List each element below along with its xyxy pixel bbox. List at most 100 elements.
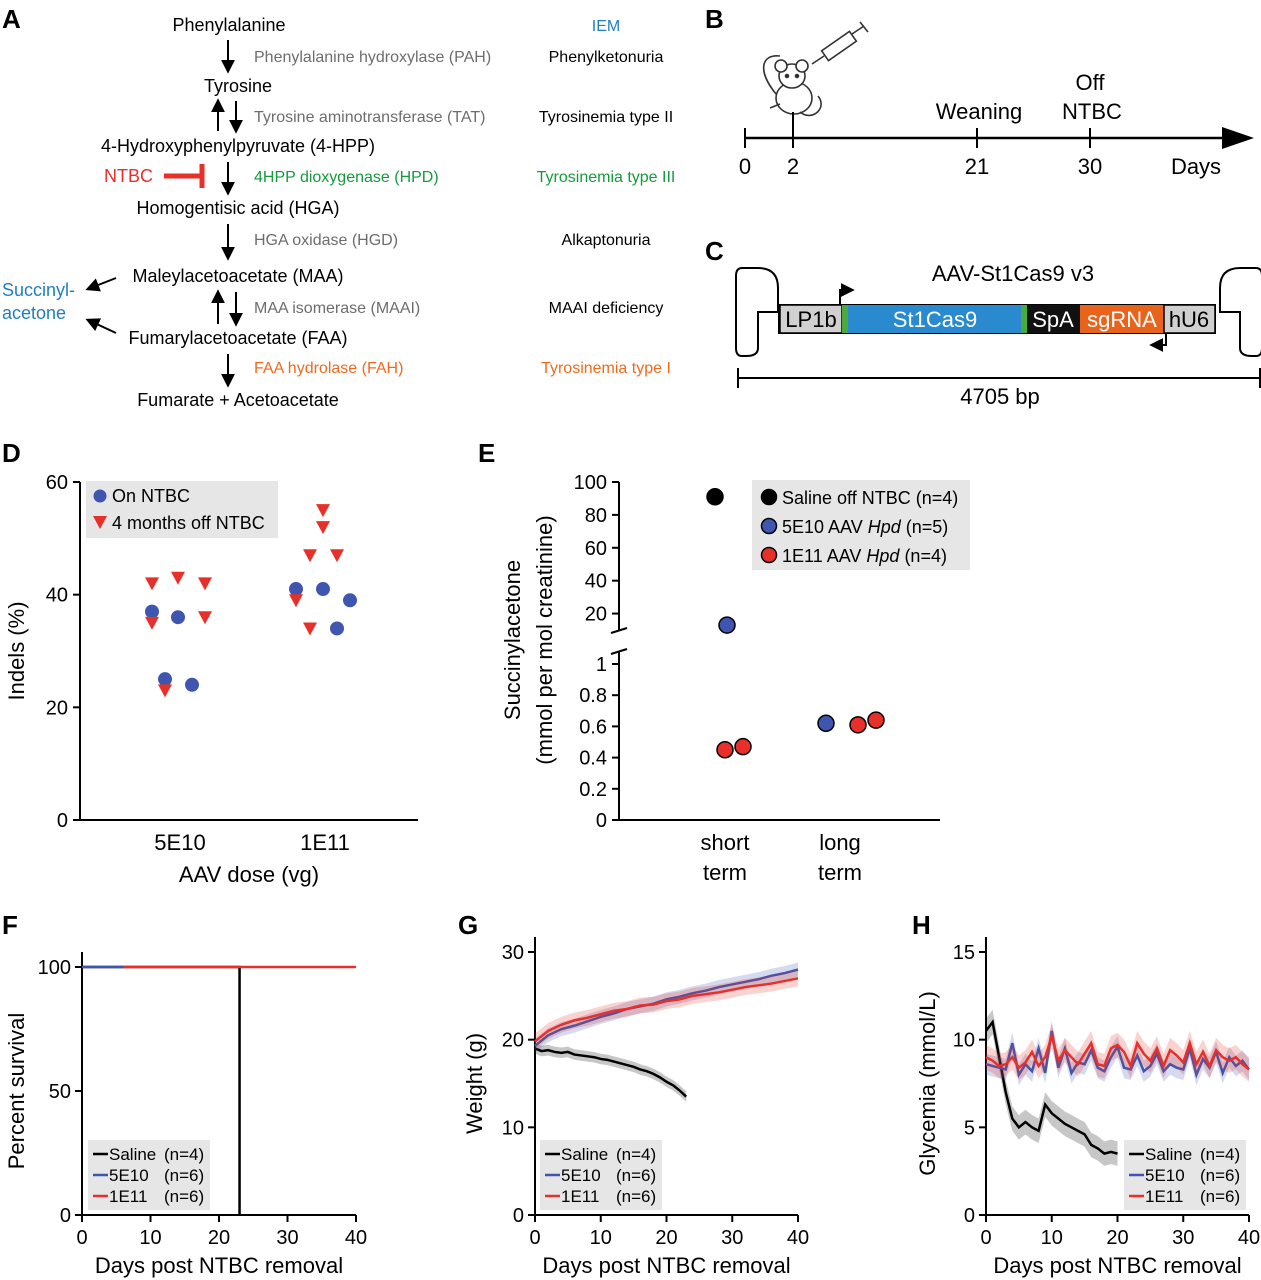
chart-e-xtick-label: long xyxy=(819,830,861,855)
chart-e-legend-1e11: 1E11 AAV Hpd (n=4) xyxy=(782,546,947,566)
chart-g-xtick-label: 40 xyxy=(787,1227,809,1249)
panel-label-h: H xyxy=(912,910,931,940)
chart-d-point-on-ntbc xyxy=(145,604,159,619)
succinylacetone-label-1: Succinyl- xyxy=(2,280,75,300)
syringe-icon xyxy=(811,21,869,65)
chart-h-xtick-label: 0 xyxy=(980,1227,991,1249)
chart-e-legend-marker-1e11 xyxy=(760,546,778,564)
chart-e-legend-marker-5e10 xyxy=(760,517,778,535)
chart-d-point-on-ntbc xyxy=(316,582,330,597)
timeline-label-21: 21 xyxy=(965,154,989,179)
chart-e-ytick-label: 1 xyxy=(596,654,607,676)
segment-lp1b-label: LP1b xyxy=(785,307,836,332)
segment-hu6-label: hU6 xyxy=(1169,307,1209,332)
timeline-label-2: 2 xyxy=(787,154,799,179)
aav-construct: AAV-St1Cas9 v3 LP1b St1Cas9 SpA sgRNA hU… xyxy=(735,261,1261,409)
chart-d-point-on-ntbc xyxy=(171,610,185,625)
chart-g-ytick-label: 0 xyxy=(513,1205,524,1227)
chart-f-legend-name: 1E11 xyxy=(109,1187,147,1206)
chart-f-legend-name: 5E10 xyxy=(109,1166,149,1185)
chart-f-xlabel: Days post NTBC removal xyxy=(95,1253,343,1278)
chart-e-point xyxy=(849,716,867,734)
chart-d-point-on-ntbc xyxy=(185,677,199,692)
chart-d-xlabel: AAV dose (vg) xyxy=(179,862,319,887)
panel-label-c: C xyxy=(705,236,724,266)
chart-e-ylabel: Succinylacetone xyxy=(500,560,525,720)
panel-label-f: F xyxy=(2,910,18,940)
chart-h-legend-name: 1E11 xyxy=(1145,1187,1183,1206)
enzyme-hgd: HGA oxidase (HGD) xyxy=(254,232,398,249)
chart-e-ytick-label: 0.2 xyxy=(579,779,607,801)
metabolite-phenylalanine: Phenylalanine xyxy=(172,15,285,35)
itr-left xyxy=(735,267,779,357)
segment-spa xyxy=(1027,305,1080,333)
chart-e-legend xyxy=(752,480,970,570)
segment-hu6 xyxy=(1163,304,1216,334)
chart-g-legend-n: (n=6) xyxy=(616,1187,656,1206)
timeline-days-label: Days xyxy=(1171,154,1221,179)
chart-d-legend xyxy=(86,481,278,538)
chart-e-legend-saline: Saline off NTBC (n=4) xyxy=(782,488,958,508)
chart-g-legend-n: (n=4) xyxy=(616,1145,656,1164)
pathway-diagram: Phenylalanine Tyrosine 4-Hydroxyphenylpy… xyxy=(2,15,675,410)
chart-e-ytick-label: 0.8 xyxy=(579,685,607,707)
disease-pku: Phenylketonuria xyxy=(549,49,664,66)
chart-d-point-off-ntbc xyxy=(303,549,317,563)
chart-h-ylabel: Glycemia (mmol/L) xyxy=(915,991,940,1176)
segment-lp1b xyxy=(779,304,843,334)
chart-g-xtick-label: 10 xyxy=(590,1227,612,1249)
arrow-faa-succ xyxy=(85,318,117,334)
chart-h-ytick-label: 15 xyxy=(953,942,975,964)
chart-f-xtick-label: 30 xyxy=(276,1227,298,1249)
chart-d-point-off-ntbc xyxy=(171,571,185,585)
chart-h-ytick-label: 0 xyxy=(964,1205,975,1227)
promoter-arrow-hu6 xyxy=(1149,333,1167,352)
chart-f-xtick-label: 20 xyxy=(208,1227,230,1249)
chart-d-point-on-ntbc xyxy=(289,582,303,597)
chart-f-legend xyxy=(88,1140,210,1210)
chart-h-xtick-label: 20 xyxy=(1106,1227,1128,1249)
enzyme-tat: Tyrosine aminotransferase (TAT) xyxy=(254,109,485,126)
enzyme-fah: FAA hydrolase (FAH) xyxy=(254,360,403,377)
chart-h-xlabel: Days post NTBC removal xyxy=(993,1253,1241,1278)
chart-g-legend-name: Saline xyxy=(561,1145,608,1164)
chart-g-line-saline xyxy=(534,1047,688,1098)
timeline-off-label: Off xyxy=(1076,70,1106,95)
chart-h-legend-n: (n=6) xyxy=(1200,1187,1240,1206)
disease-maai: MAAI deficiency xyxy=(549,300,664,317)
chart-e-point xyxy=(718,616,736,634)
chart-g-band-1e11 xyxy=(535,970,798,1050)
chart-e-point xyxy=(706,488,724,506)
chart-g-ytick-label: 30 xyxy=(502,942,524,964)
panel-label-g: G xyxy=(458,910,478,940)
chart-e-ytick-label: 60 xyxy=(585,538,607,560)
chart-d-point-off-ntbc xyxy=(303,622,317,636)
chart-d-legend-off: 4 months off NTBC xyxy=(112,513,265,533)
panel-label-d: D xyxy=(2,438,21,468)
metabolite-faa: Fumarylacetoacetate (FAA) xyxy=(128,328,347,348)
chart-e-point xyxy=(817,714,835,733)
segment-sgrna-label: sgRNA xyxy=(1087,307,1157,332)
chart-h-legend-name: Saline xyxy=(1145,1145,1192,1164)
succinylacetone-label-2: acetone xyxy=(2,303,66,323)
chart-h-xtick-label: 10 xyxy=(1041,1227,1063,1249)
chart-d-point-off-ntbc xyxy=(289,594,303,608)
chart-g-legend xyxy=(540,1140,662,1210)
chart-f-xtick-label: 0 xyxy=(76,1227,87,1249)
chart-g-xtick-label: 30 xyxy=(721,1227,743,1249)
chart-g-xlabel: Days post NTBC removal xyxy=(542,1253,790,1278)
chart-d-point-on-ntbc xyxy=(343,593,357,608)
promoter-arrow-lp1b xyxy=(839,283,855,305)
chart-f-ytick-label: 50 xyxy=(49,1081,71,1103)
chart-d-point-off-ntbc xyxy=(198,611,212,625)
chart-g-legend-n: (n=6) xyxy=(616,1166,656,1185)
chart-h-ytick-label: 10 xyxy=(953,1030,975,1052)
chart-d-point-off-ntbc xyxy=(316,521,330,535)
chart-f-ytick-label: 0 xyxy=(60,1205,71,1227)
arrow-maa-succ xyxy=(85,277,117,292)
chart-d-point-off-ntbc xyxy=(158,684,172,698)
chart-d-point-off-ntbc xyxy=(145,616,159,630)
chart-f-ylabel: Percent survival xyxy=(4,1013,29,1170)
timeline-arrowhead xyxy=(1222,127,1254,149)
